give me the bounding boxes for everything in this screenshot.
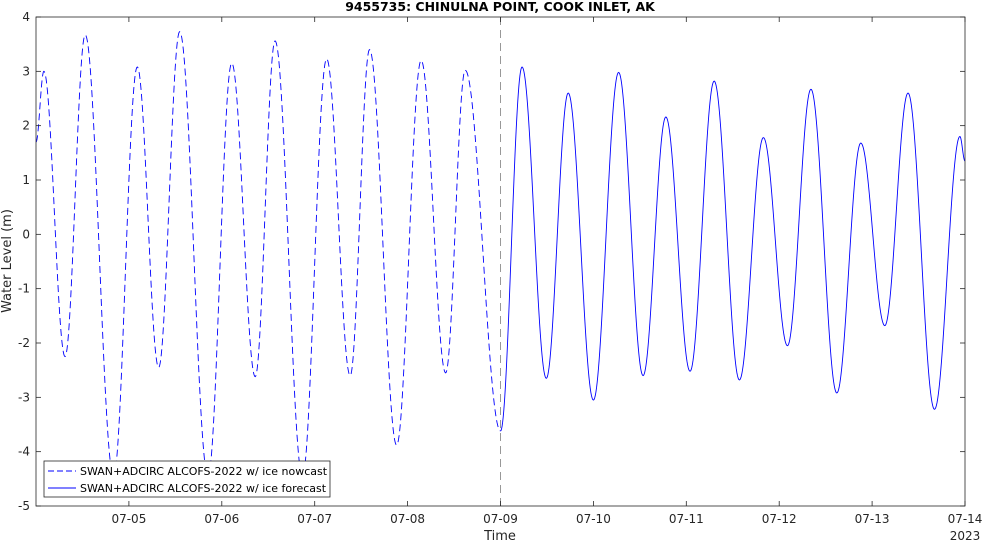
x-tick-label: 07-06: [204, 512, 239, 526]
y-tick-label: 1: [22, 173, 30, 187]
x-tick-label: 07-09: [483, 512, 518, 526]
y-tick-label: -3: [18, 390, 30, 404]
x-tick-label: 07-12: [762, 512, 797, 526]
y-tick-label: 4: [22, 10, 30, 24]
x-tick-label: 07-08: [390, 512, 425, 526]
legend-label-nowcast: SWAN+ADCIRC ALCOFS-2022 w/ ice nowcast: [80, 465, 328, 478]
y-tick-label: -2: [18, 336, 30, 350]
x-tick-label: 07-10: [576, 512, 611, 526]
plot-area: [36, 17, 965, 506]
series-line-nowcast: [35, 31, 501, 477]
y-tick-label: 2: [22, 119, 30, 133]
y-tick-label: 0: [22, 227, 30, 241]
y-tick-label: -4: [18, 445, 30, 459]
x-axis-label: Time: [483, 529, 516, 541]
y-axis-label: Water Level (m): [0, 209, 15, 313]
year-label: 2023: [950, 529, 981, 541]
series-layer: [35, 31, 966, 477]
x-tick-label: 07-13: [855, 512, 890, 526]
series-line-forecast: [500, 66, 966, 432]
chart-title: 9455735: CHINULNA POINT, COOK INLET, AK: [345, 0, 656, 14]
x-tick-label: 07-14: [948, 512, 982, 526]
ticks: -5 -4 -3 -2 -1 0 1 2 3 4 07-05 07-06 07-07 07-08 07-09…: [18, 10, 982, 526]
y-tick-label: 3: [22, 64, 30, 78]
legend-label-forecast: SWAN+ADCIRC ALCOFS-2022 w/ ice forecast: [80, 482, 327, 495]
y-tick-label: -5: [18, 499, 30, 513]
legend-box: [43, 460, 331, 498]
x-tick-label: 07-05: [111, 512, 146, 526]
legend: SWAN+ADCIRC ALCOFS-2022 w/ ice nowcast S…: [43, 460, 331, 498]
x-tick-label: 07-07: [297, 512, 332, 526]
y-tick-label: -1: [18, 282, 30, 296]
x-tick-label: 07-11: [669, 512, 704, 526]
